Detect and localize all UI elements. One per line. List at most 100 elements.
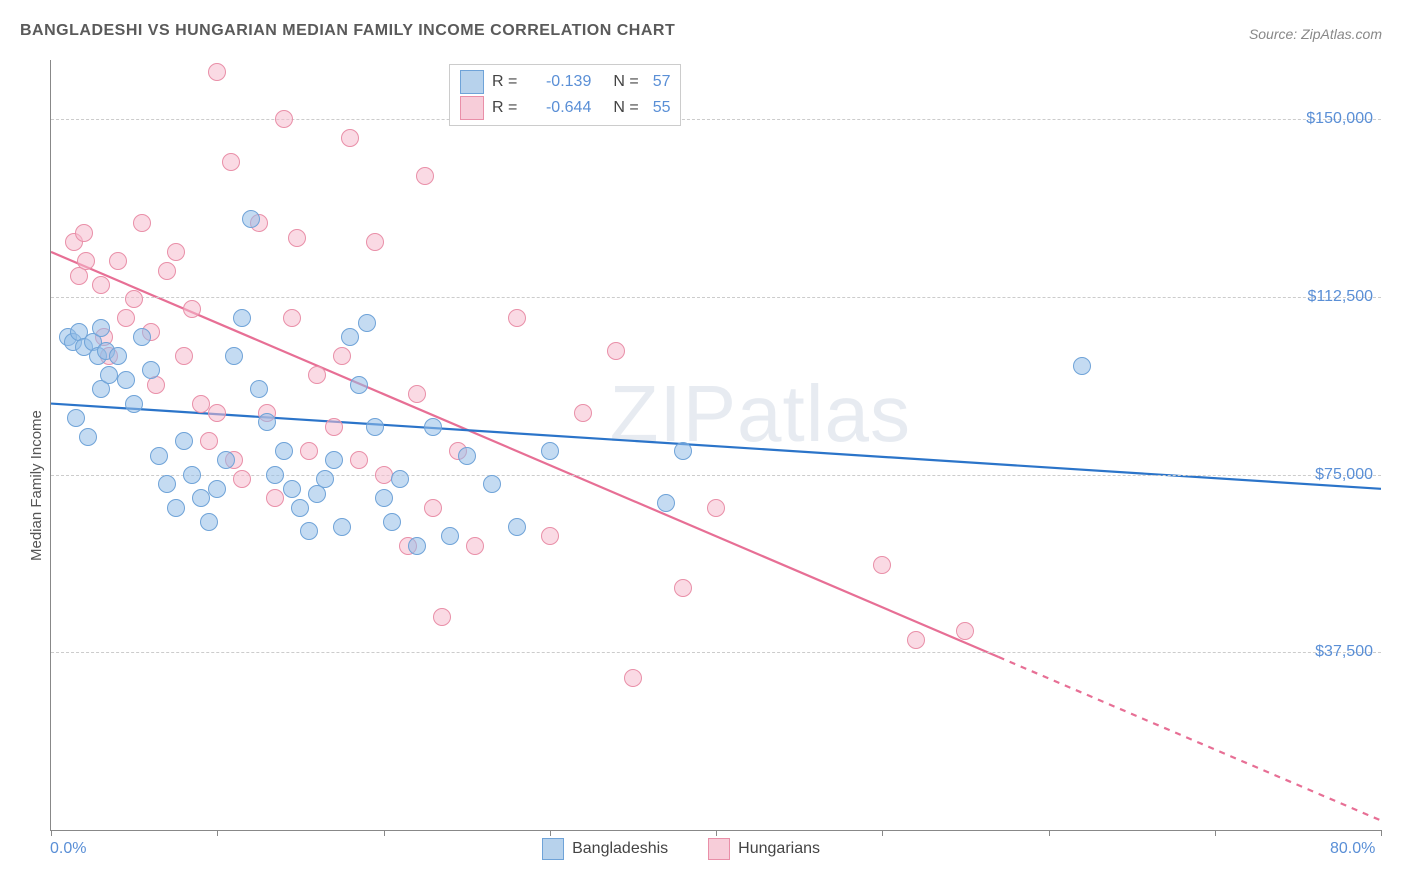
legend-r-label: R =	[492, 73, 517, 91]
x-axis-min-label: 0.0%	[50, 840, 86, 858]
scatter-point-blue	[67, 409, 85, 427]
scatter-point-blue	[158, 475, 176, 493]
scatter-point-blue	[125, 395, 143, 413]
scatter-point-blue	[133, 328, 151, 346]
scatter-point-pink	[416, 167, 434, 185]
x-tick	[1381, 830, 1382, 836]
x-tick	[217, 830, 218, 836]
scatter-point-blue	[350, 376, 368, 394]
scatter-point-blue	[300, 522, 318, 540]
y-tick-label: $75,000	[1315, 466, 1373, 484]
scatter-point-blue	[200, 513, 218, 531]
plot-area: ZIPatlas $37,500$75,000$112,500$150,000	[50, 60, 1381, 831]
scatter-point-pink	[375, 466, 393, 484]
scatter-point-pink	[175, 347, 193, 365]
scatter-point-blue	[408, 537, 426, 555]
legend-r-value: -0.644	[531, 99, 591, 117]
scatter-point-pink	[366, 233, 384, 251]
legend-n-label: N =	[613, 73, 638, 91]
scatter-point-pink	[424, 499, 442, 517]
scatter-point-pink	[508, 309, 526, 327]
scatter-point-blue	[242, 210, 260, 228]
y-tick-label: $37,500	[1315, 643, 1373, 661]
scatter-point-pink	[109, 252, 127, 270]
scatter-point-blue	[217, 451, 235, 469]
scatter-point-pink	[308, 366, 326, 384]
scatter-point-blue	[183, 466, 201, 484]
scatter-point-blue	[366, 418, 384, 436]
scatter-point-blue	[674, 442, 692, 460]
scatter-point-pink	[325, 418, 343, 436]
scatter-point-blue	[258, 413, 276, 431]
gridline	[51, 297, 1381, 298]
x-tick	[1215, 830, 1216, 836]
scatter-point-pink	[77, 252, 95, 270]
legend-item: Bangladeshis	[542, 838, 668, 860]
scatter-point-blue	[441, 527, 459, 545]
scatter-point-blue	[391, 470, 409, 488]
scatter-point-pink	[208, 404, 226, 422]
scatter-point-pink	[125, 290, 143, 308]
series-legend: BangladeshisHungarians	[542, 838, 820, 860]
scatter-point-pink	[275, 110, 293, 128]
gridline	[51, 119, 1381, 120]
scatter-point-pink	[350, 451, 368, 469]
legend-n-label: N =	[613, 99, 638, 117]
gridline	[51, 652, 1381, 653]
scatter-point-blue	[283, 480, 301, 498]
scatter-point-blue	[483, 475, 501, 493]
x-tick	[384, 830, 385, 836]
scatter-point-blue	[109, 347, 127, 365]
legend-swatch	[708, 838, 730, 860]
scatter-point-blue	[233, 309, 251, 327]
x-axis-max-label: 80.0%	[1330, 840, 1375, 858]
x-tick	[550, 830, 551, 836]
scatter-point-pink	[333, 347, 351, 365]
scatter-point-pink	[408, 385, 426, 403]
scatter-point-blue	[100, 366, 118, 384]
scatter-point-blue	[541, 442, 559, 460]
scatter-point-pink	[200, 432, 218, 450]
scatter-point-blue	[92, 319, 110, 337]
y-tick-label: $112,500	[1307, 288, 1373, 306]
x-tick	[1049, 830, 1050, 836]
scatter-point-blue	[333, 518, 351, 536]
scatter-point-pink	[183, 300, 201, 318]
scatter-point-pink	[341, 129, 359, 147]
scatter-point-pink	[133, 214, 151, 232]
scatter-point-blue	[266, 466, 284, 484]
scatter-point-pink	[192, 395, 210, 413]
scatter-point-blue	[150, 447, 168, 465]
x-tick	[882, 830, 883, 836]
scatter-point-pink	[158, 262, 176, 280]
scatter-point-blue	[424, 418, 442, 436]
scatter-point-pink	[300, 442, 318, 460]
scatter-point-blue	[341, 328, 359, 346]
scatter-point-blue	[142, 361, 160, 379]
scatter-point-blue	[117, 371, 135, 389]
scatter-point-blue	[275, 442, 293, 460]
x-tick	[716, 830, 717, 836]
scatter-point-blue	[192, 489, 210, 507]
scatter-point-pink	[907, 631, 925, 649]
y-axis-label: Median Family Income	[28, 410, 45, 561]
scatter-point-blue	[657, 494, 675, 512]
scatter-point-blue	[175, 432, 193, 450]
scatter-point-blue	[316, 470, 334, 488]
scatter-point-pink	[222, 153, 240, 171]
scatter-point-pink	[674, 579, 692, 597]
scatter-point-pink	[624, 669, 642, 687]
legend-row: R =-0.139N =57	[460, 69, 670, 95]
scatter-point-pink	[92, 276, 110, 294]
scatter-point-pink	[266, 489, 284, 507]
scatter-point-pink	[233, 470, 251, 488]
legend-label: Bangladeshis	[572, 840, 668, 857]
scatter-point-pink	[283, 309, 301, 327]
scatter-point-blue	[375, 489, 393, 507]
scatter-point-pink	[956, 622, 974, 640]
x-tick	[51, 830, 52, 836]
scatter-point-blue	[291, 499, 309, 517]
legend-swatch	[460, 96, 484, 120]
scatter-point-pink	[288, 229, 306, 247]
scatter-point-blue	[208, 480, 226, 498]
